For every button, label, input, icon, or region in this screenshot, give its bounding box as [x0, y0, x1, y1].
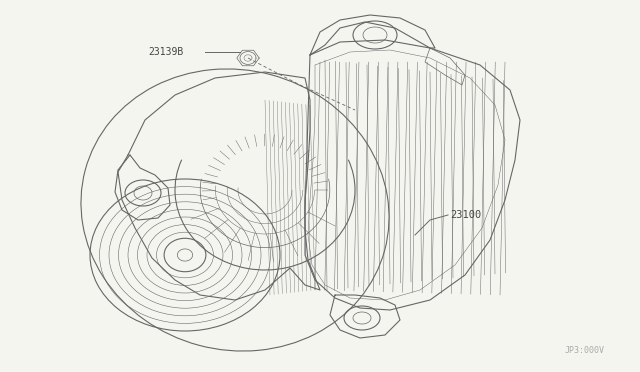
Text: JP3:000V: JP3:000V — [565, 346, 605, 355]
Text: 23100: 23100 — [450, 210, 481, 220]
Text: 23139B: 23139B — [148, 47, 183, 57]
